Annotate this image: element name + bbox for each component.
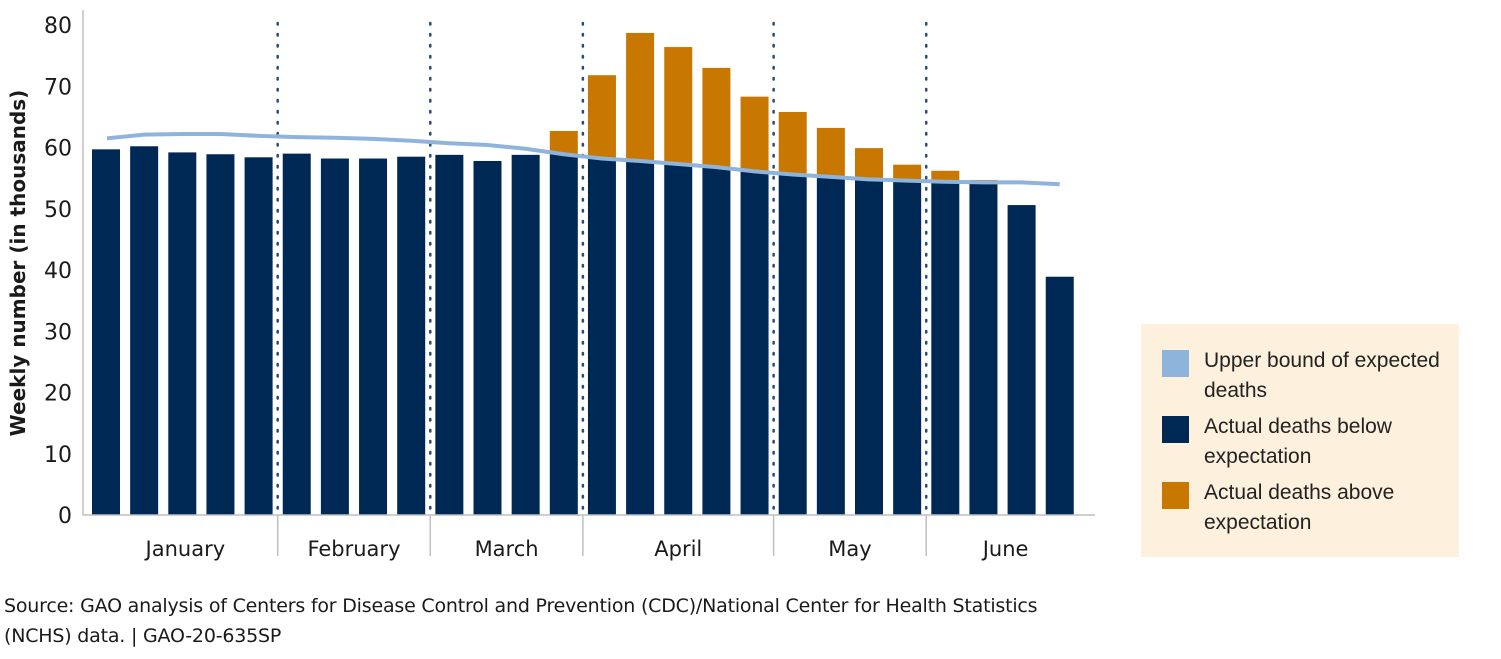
y-axis: 0 10 20 30 40 50 60 70 80 (44, 10, 84, 529)
bar-below-expectation (435, 154, 464, 515)
bar-above-expectation (778, 111, 807, 175)
bar-below-expectation (702, 167, 731, 515)
legend-swatch-below (1162, 416, 1189, 443)
bar-above-expectation (931, 170, 960, 182)
y-tick-label: 40 (44, 259, 72, 284)
bar-below-expectation (282, 153, 311, 515)
legend-label-upper-bound: Upper bound of expected deaths (1204, 349, 1440, 402)
y-tick-label: 70 (44, 75, 72, 100)
x-axis: January February March April May June (83, 514, 1095, 561)
bars (92, 32, 1074, 516)
bar-above-expectation (740, 96, 769, 172)
bar-below-expectation (130, 146, 159, 515)
legend-item-upper-bound: Upper bound of expected deaths (1162, 346, 1459, 406)
bar-below-expectation (587, 158, 616, 515)
bar-below-expectation (1007, 205, 1036, 515)
legend-swatch-upper-bound (1162, 350, 1189, 377)
source-line-1: Source: GAO analysis of Centers for Dise… (4, 595, 1038, 617)
bar-above-expectation (816, 127, 845, 177)
y-tick-label: 20 (44, 382, 72, 407)
bar-above-expectation (626, 32, 655, 161)
bar-below-expectation (244, 157, 273, 516)
month-label: June (981, 537, 1029, 561)
bar-below-expectation (549, 154, 578, 516)
bar-below-expectation (893, 180, 922, 515)
month-label: March (475, 537, 539, 561)
bar-above-expectation (587, 75, 616, 159)
y-tick-label: 30 (44, 320, 72, 345)
source-note: Source: GAO analysis of Centers for Dise… (4, 591, 1404, 651)
expected-line (106, 132, 1060, 187)
month-label: May (828, 537, 871, 561)
expected-deaths-line (106, 132, 1060, 187)
bar-below-expectation (855, 179, 883, 515)
legend: Upper bound of expected deaths Actual de… (1141, 324, 1459, 557)
y-tick-label: 10 (44, 443, 72, 468)
bar-below-expectation (778, 174, 807, 515)
source-line-2: (NCHS) data. | GAO-20-635SP (4, 625, 282, 647)
y-tick-label: 80 (44, 14, 72, 39)
bar-below-expectation (320, 158, 349, 515)
bar-below-expectation (931, 181, 960, 516)
bar-above-expectation (549, 130, 578, 155)
bar-above-expectation (702, 67, 731, 168)
bar-below-expectation (473, 160, 502, 515)
y-tick-label: 50 (44, 198, 72, 223)
month-label: January (144, 537, 226, 561)
bar-above-expectation (855, 148, 883, 180)
month-label: February (307, 537, 400, 561)
legend-item-below: Actual deaths below expectation (1162, 412, 1459, 472)
month-label: April (654, 537, 702, 561)
bar-below-expectation (969, 182, 998, 515)
bar-below-expectation (1045, 276, 1074, 515)
bar-below-expectation (206, 154, 235, 516)
bar-below-expectation (92, 149, 120, 515)
legend-label-below: Actual deaths below expectation (1204, 415, 1392, 468)
bar-above-expectation (664, 47, 693, 165)
y-tick-label: 60 (44, 137, 72, 162)
legend-item-above: Actual deaths above expectation (1162, 478, 1459, 538)
bar-below-expectation (816, 176, 845, 515)
bar-below-expectation (168, 152, 197, 515)
y-tick-label: 0 (58, 504, 72, 529)
bar-below-expectation (740, 171, 769, 515)
bar-above-expectation (893, 164, 922, 181)
bar-below-expectation (511, 154, 540, 515)
bar-below-expectation (626, 160, 655, 515)
bar-below-expectation (359, 158, 388, 515)
y-axis-title: Weekly number (in thousands) (6, 90, 30, 437)
legend-label-above: Actual deaths above expectation (1204, 481, 1395, 534)
bar-below-expectation (397, 156, 426, 515)
bar-below-expectation (664, 164, 693, 515)
legend-swatch-above (1162, 482, 1189, 509)
